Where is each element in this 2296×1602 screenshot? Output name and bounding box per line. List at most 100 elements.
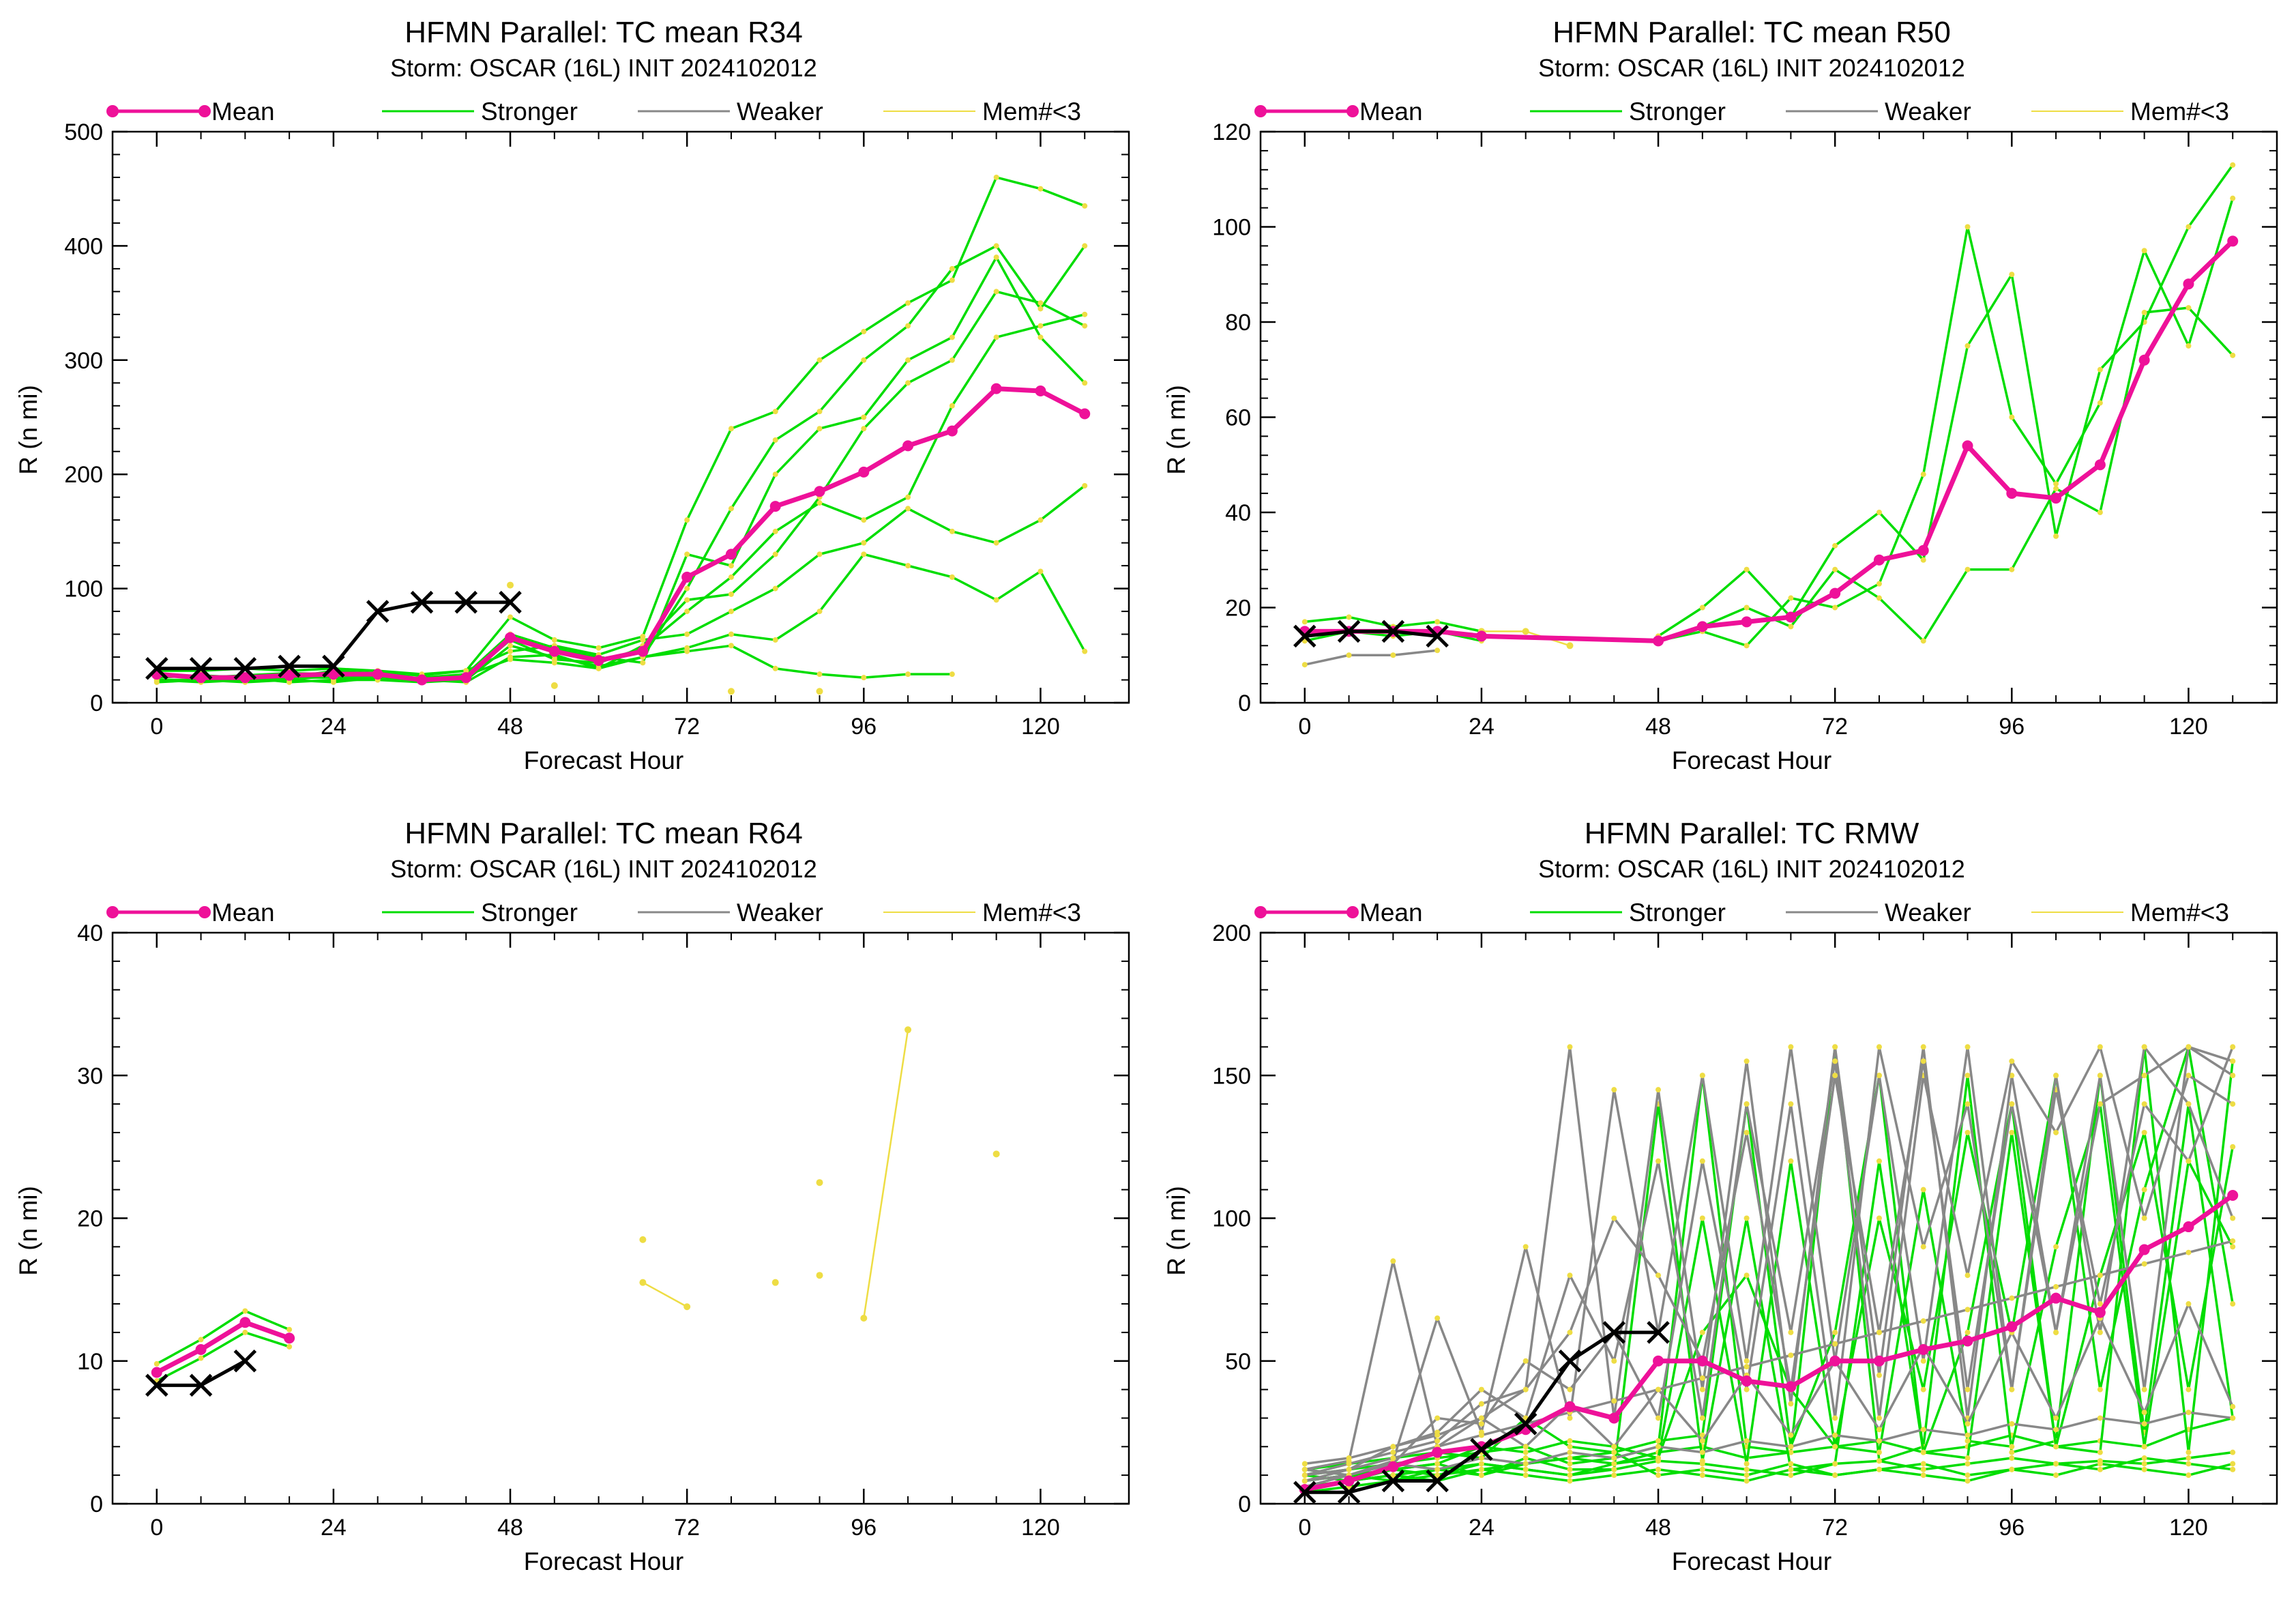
data-point-member <box>2230 1215 2236 1221</box>
data-point-member <box>2097 1073 2103 1079</box>
data-point-member <box>1567 1415 1573 1421</box>
data-point-mean <box>1387 1461 1399 1472</box>
data-point-member <box>1832 605 1838 611</box>
series-layer-top <box>1293 1190 2239 1504</box>
data-point-member <box>1434 1466 1441 1472</box>
data-point-mean <box>1962 1335 1973 1347</box>
data-point-member <box>1390 1449 1396 1455</box>
data-point-member <box>728 563 734 569</box>
data-point-mean <box>1653 1355 1664 1367</box>
data-point-member <box>993 597 999 603</box>
data-point-member <box>2009 566 2015 572</box>
data-point-member <box>1964 1432 1971 1438</box>
data-point-member <box>1390 1258 1396 1264</box>
data-point-member <box>1522 1455 1529 1461</box>
legend-marker <box>106 906 119 918</box>
y-tick-label: 0 <box>1238 690 1251 716</box>
x-tick-label: 0 <box>1298 1515 1311 1541</box>
data-point-member <box>1743 1358 1750 1364</box>
data-point-member <box>1611 1087 1617 1093</box>
data-point-observed <box>1647 1321 1670 1344</box>
data-point-member <box>949 528 955 534</box>
data-point-member <box>905 323 911 329</box>
data-point-member <box>1743 1386 1750 1393</box>
data-point-member <box>1788 1352 1794 1358</box>
data-point-member <box>1567 1438 1573 1444</box>
data-point-member <box>242 1329 248 1335</box>
data-point-member <box>2230 1403 2236 1410</box>
x-tick-label: 72 <box>674 714 700 740</box>
data-point-member <box>1832 566 1838 572</box>
data-point-member <box>1301 1466 1308 1472</box>
data-point-member <box>1920 1449 1926 1455</box>
y-tick-label: 0 <box>90 1491 103 1517</box>
data-point-mean <box>548 645 560 657</box>
series-layer <box>1301 1044 2236 1496</box>
data-point-member <box>1788 1329 1794 1335</box>
x-tick-label: 96 <box>851 714 877 740</box>
x-tick-label: 48 <box>497 714 523 740</box>
data-point-member <box>463 668 469 674</box>
data-point-member <box>1699 1415 1705 1421</box>
data-point-member <box>1743 1215 1750 1221</box>
data-point-member <box>1876 595 1882 601</box>
data-point-member <box>1611 1455 1617 1461</box>
data-point-observed <box>1470 1438 1493 1461</box>
data-point-mean <box>1343 1475 1355 1487</box>
data-point-member <box>1434 1432 1441 1438</box>
data-point-observed <box>410 590 434 614</box>
x-tick-label: 24 <box>1469 1515 1495 1541</box>
y-axis-label: R (n mi) <box>1162 385 1190 475</box>
data-point-member <box>2009 1466 2015 1472</box>
series-line-stronger <box>1658 164 2234 637</box>
chart-panel-r64: HFMN Parallel: TC mean R64 Storm: OSCAR … <box>0 801 1148 1602</box>
data-point-member <box>1699 1375 1705 1381</box>
data-point-member <box>2009 1421 2015 1427</box>
x-tick-label: 120 <box>2169 1515 2208 1541</box>
data-point-member <box>1788 1432 1794 1438</box>
data-point-mean <box>858 466 870 478</box>
data-point-member <box>1346 614 1352 620</box>
data-point-member <box>2185 1461 2192 1467</box>
data-point-member <box>1390 1455 1396 1461</box>
data-point-member <box>1567 1449 1573 1455</box>
data-point-member <box>1567 1478 1573 1484</box>
data-point-member <box>949 357 955 363</box>
series-line-stronger <box>1304 1045 2234 1483</box>
data-point-member <box>2141 1461 2147 1467</box>
x-tick-label: 72 <box>1822 1515 1848 1541</box>
data-point-member <box>640 660 646 666</box>
y-tick-label: 20 <box>1225 596 1251 622</box>
data-point-member <box>1832 1073 1838 1079</box>
y-axis-label: R (n mi) <box>14 1186 42 1276</box>
data-point-mean <box>239 672 251 684</box>
data-point-mean <box>416 674 428 686</box>
data-point-member <box>1434 1438 1441 1444</box>
y-axis-label: R (n mi) <box>1162 1186 1190 1276</box>
data-point-mean <box>1741 616 1752 628</box>
data-point-member <box>2185 1101 2192 1107</box>
data-point-member <box>993 334 999 340</box>
y-tick-label: 200 <box>64 462 103 488</box>
data-point-member <box>2009 1444 2015 1450</box>
series-line-stronger <box>1304 1462 2233 1488</box>
data-point-member <box>1964 1421 1971 1427</box>
data-point-member <box>1832 1415 1838 1421</box>
data-point-member <box>2097 1272 2103 1279</box>
data-point-member <box>1832 542 1838 549</box>
series-line-stronger <box>156 553 1086 684</box>
data-point-mean <box>284 1332 295 1344</box>
data-point-member <box>1611 1461 1617 1467</box>
series-line-mean <box>156 1320 291 1375</box>
legend-marker <box>106 105 119 117</box>
data-point-member <box>2185 224 2192 230</box>
data-point-member <box>949 403 955 409</box>
data-point-mean <box>2183 278 2194 290</box>
chart-r64: HFMN Parallel: TC mean R64 Storm: OSCAR … <box>14 817 1130 1575</box>
data-point-mean <box>2227 235 2239 247</box>
data-point-mean <box>946 425 958 437</box>
chart-title: HFMN Parallel: TC RMW <box>1585 817 1919 850</box>
data-point-member <box>507 614 514 620</box>
data-point-member <box>905 494 911 500</box>
data-point-member <box>2009 414 2015 420</box>
